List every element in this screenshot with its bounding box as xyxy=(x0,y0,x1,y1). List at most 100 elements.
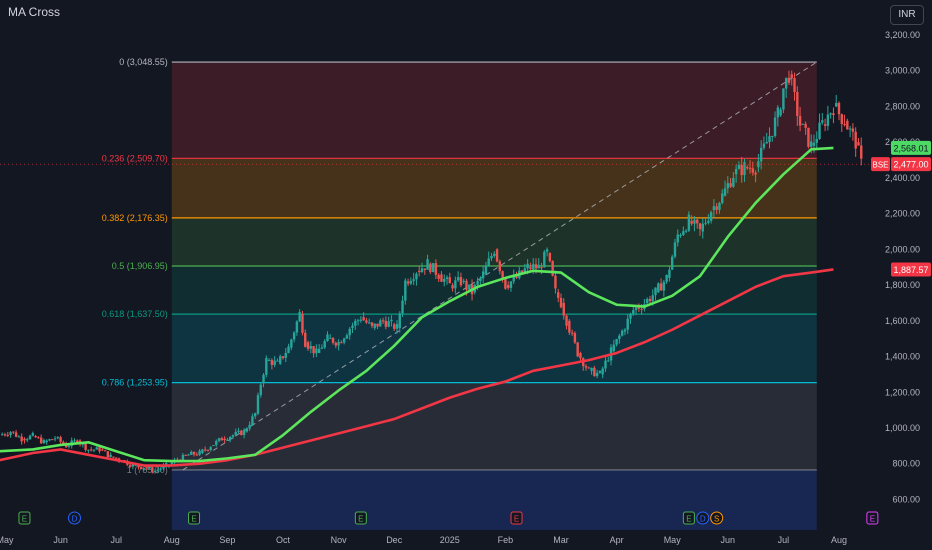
candle xyxy=(290,339,293,348)
candle xyxy=(415,273,418,280)
candle xyxy=(279,356,282,364)
candle xyxy=(212,445,215,447)
candle xyxy=(265,358,268,375)
candle xyxy=(423,268,426,270)
candle xyxy=(14,432,18,437)
candle xyxy=(348,328,351,336)
candle xyxy=(354,320,357,326)
candle xyxy=(696,219,699,224)
fib-band xyxy=(171,469,817,530)
candle xyxy=(429,263,432,273)
candle xyxy=(857,142,860,146)
candle xyxy=(406,281,410,284)
candle xyxy=(562,302,565,316)
candle xyxy=(148,467,151,469)
candle xyxy=(607,360,610,362)
event-marker-label: E xyxy=(686,515,691,524)
candle xyxy=(448,277,451,284)
candle xyxy=(426,259,429,270)
candle xyxy=(534,264,538,269)
candle xyxy=(659,283,663,291)
ma-fast-line xyxy=(0,146,834,463)
price-axis-tick: 2,000.00 xyxy=(885,244,920,254)
currency-button[interactable]: INR xyxy=(890,5,924,25)
price-axis-tick: 2,400.00 xyxy=(885,173,920,183)
price-axis-tick: 1,800.00 xyxy=(885,280,920,290)
candle xyxy=(515,275,518,278)
candle xyxy=(76,440,79,444)
fib-band xyxy=(171,382,817,470)
candle xyxy=(645,298,649,303)
candle xyxy=(782,88,785,110)
candle xyxy=(726,183,729,189)
candle xyxy=(56,437,60,439)
event-marker xyxy=(18,511,31,525)
fib-band xyxy=(171,217,817,266)
candle xyxy=(529,267,532,269)
fib-band xyxy=(171,158,817,218)
candle xyxy=(312,346,315,354)
candle xyxy=(765,142,768,144)
candle xyxy=(860,145,863,159)
candle xyxy=(256,395,260,414)
candle xyxy=(690,220,693,224)
candle xyxy=(359,319,363,321)
price-axis-tick: 600.00 xyxy=(892,494,920,504)
time-axis-tick: May xyxy=(664,535,682,545)
candle xyxy=(537,264,540,269)
candle xyxy=(384,320,388,327)
candle xyxy=(545,249,549,252)
candle xyxy=(159,468,162,470)
candle xyxy=(807,127,810,147)
candle xyxy=(287,346,290,354)
candle xyxy=(557,292,560,298)
candle xyxy=(693,219,696,224)
event-marker-label: S xyxy=(714,515,719,524)
ma-slow-line xyxy=(0,268,834,467)
fib-band xyxy=(171,265,817,315)
candle xyxy=(684,230,688,232)
price-axis-tick: 1,400.00 xyxy=(885,352,920,362)
candle xyxy=(520,270,524,273)
candle xyxy=(409,280,413,284)
candle xyxy=(215,440,218,446)
candle xyxy=(142,468,146,470)
candle xyxy=(395,324,399,329)
candle xyxy=(848,128,852,130)
candle xyxy=(587,367,590,369)
candle xyxy=(757,161,760,168)
candle xyxy=(45,440,48,443)
candle xyxy=(373,323,376,328)
candle xyxy=(823,124,827,126)
candle xyxy=(568,320,571,333)
candle xyxy=(771,135,774,137)
price-axis-tick: 3,200.00 xyxy=(885,30,920,40)
candle xyxy=(554,275,557,289)
candle xyxy=(793,78,796,93)
candle xyxy=(195,454,199,456)
event-marker-label: E xyxy=(358,515,363,524)
candle xyxy=(181,454,185,462)
indicator-name: MA Cross xyxy=(8,5,61,19)
candle xyxy=(601,368,604,375)
candle xyxy=(440,274,443,282)
candle xyxy=(721,193,724,203)
event-marker xyxy=(354,511,367,525)
candle xyxy=(393,324,396,329)
candle xyxy=(298,312,301,322)
candle xyxy=(259,384,262,396)
candle xyxy=(445,277,449,280)
candle xyxy=(523,268,527,273)
candle xyxy=(512,275,515,282)
time-axis-tick: Jul xyxy=(778,535,790,545)
candle xyxy=(615,338,618,345)
candle xyxy=(504,278,507,289)
candle xyxy=(156,469,160,471)
candle xyxy=(679,234,682,236)
candle xyxy=(306,342,310,349)
candle xyxy=(620,330,624,336)
candle xyxy=(315,348,318,354)
candle xyxy=(26,439,29,441)
candle xyxy=(226,439,229,441)
